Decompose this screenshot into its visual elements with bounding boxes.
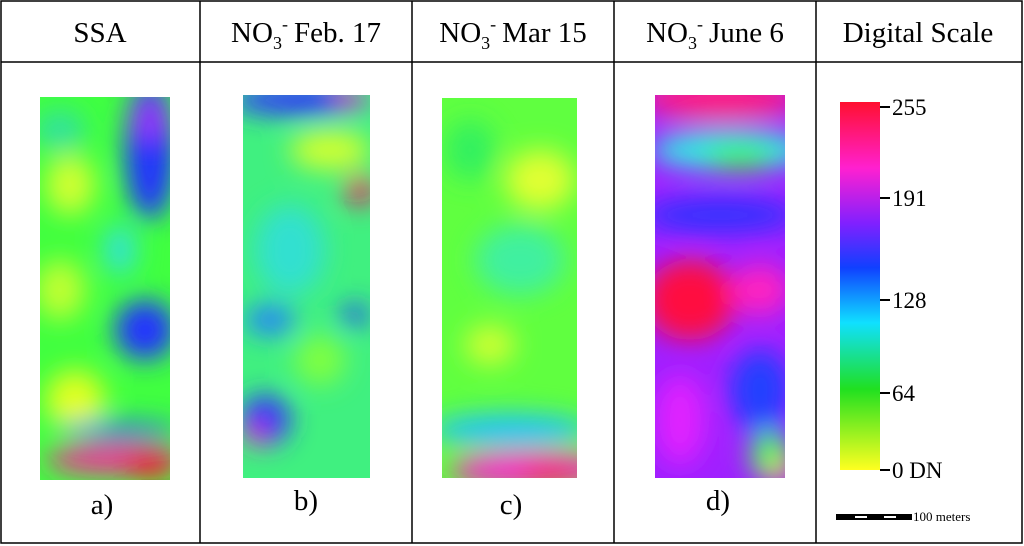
header: NO3- Feb. 17 [231,14,381,53]
header: NO3- June 6 [646,14,784,53]
header: Digital Scale [843,17,994,49]
scale-bar [836,514,912,520]
scale-bar-label: 100 meters [913,509,970,524]
scale-label: 0 DN [892,458,943,483]
scale-label: 255 [892,95,927,120]
panel-label: c) [500,489,523,521]
header: NO3- Mar 15 [439,14,586,53]
heatmap [442,98,577,478]
heatmap [655,95,785,478]
heatmap [40,97,170,480]
heatmap [243,95,370,478]
scale-label: 191 [892,186,927,211]
scale-label: 128 [892,288,927,313]
header: SSA [73,17,126,49]
color-scale [840,102,880,470]
panel-label: a) [91,489,114,521]
panel-label: d) [706,485,730,517]
scale-ticks [880,106,890,471]
scale-label: 64 [892,381,916,406]
panel-label: b) [294,485,318,517]
